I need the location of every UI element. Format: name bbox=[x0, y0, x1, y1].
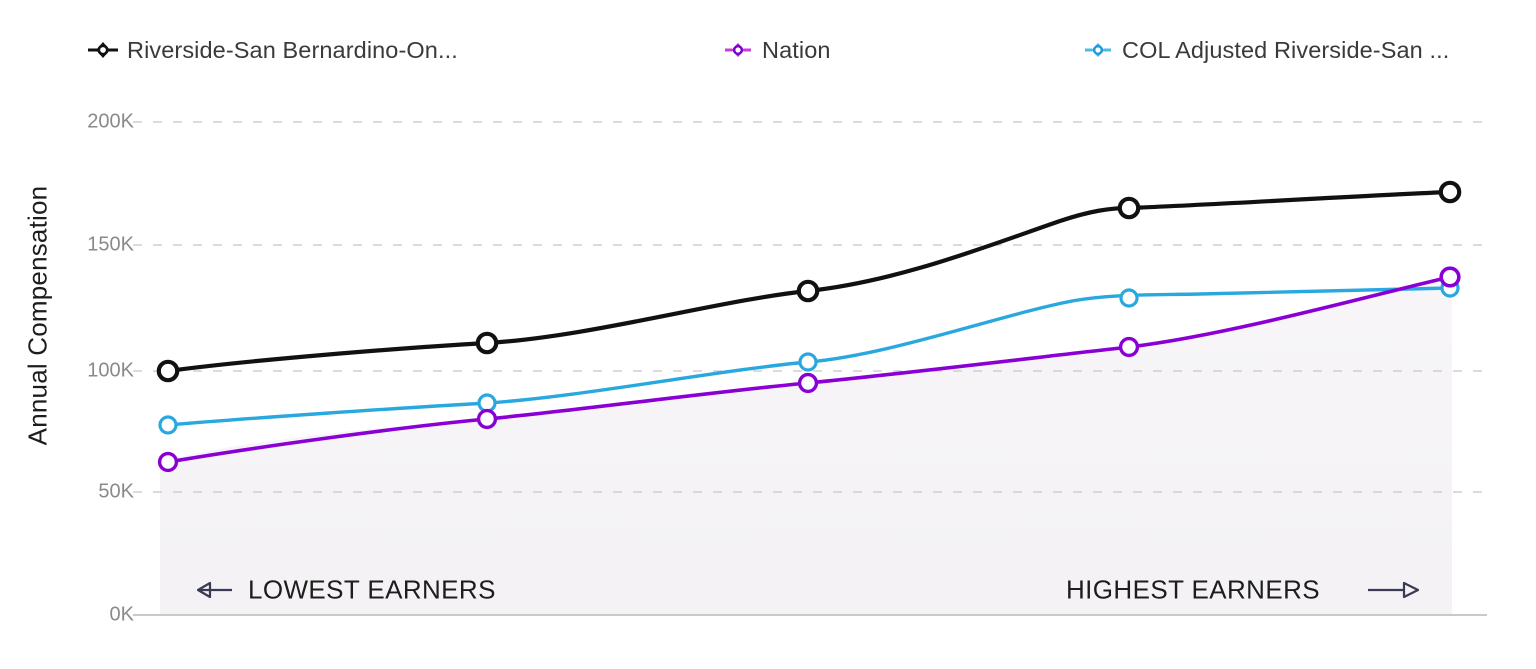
area-fill-band bbox=[160, 277, 1452, 615]
data-point-nation-4[interactable] bbox=[1118, 336, 1140, 358]
data-point-nation-3[interactable] bbox=[797, 372, 819, 394]
y-tick-50k: 50K bbox=[98, 480, 134, 503]
data-point-riverside-5[interactable] bbox=[1438, 180, 1462, 204]
data-point-col-adjusted-3[interactable] bbox=[798, 352, 818, 372]
y-tick-100k: 100K bbox=[87, 359, 134, 382]
legend-item-nation[interactable]: Nation bbox=[723, 26, 831, 74]
lowest-earners-label: LOWEST EARNERS bbox=[248, 574, 496, 605]
series-line-riverside bbox=[165, 189, 1453, 374]
legend-marker-col-adjusted-icon bbox=[1083, 39, 1113, 61]
legend-item-riverside[interactable]: Riverside-San Bernardino-On... bbox=[88, 26, 458, 74]
data-point-col-adjusted-4[interactable] bbox=[1119, 288, 1139, 308]
data-point-riverside-4[interactable] bbox=[1117, 196, 1141, 220]
legend-marker-nation-icon bbox=[723, 39, 753, 61]
legend-marker-riverside-icon bbox=[88, 39, 118, 61]
data-point-col-adjusted-2[interactable] bbox=[477, 393, 497, 413]
y-tick-150k: 150K bbox=[87, 233, 134, 256]
data-point-riverside-1[interactable] bbox=[156, 359, 180, 383]
series-line-col-adjusted bbox=[166, 286, 1452, 427]
data-point-col-adjusted-1[interactable] bbox=[158, 415, 178, 435]
legend-item-col-adjusted[interactable]: COL Adjusted Riverside-San ... bbox=[1083, 26, 1449, 74]
chart-legend: Riverside-San Bernardino-On... Nation CO… bbox=[0, 26, 1536, 74]
right-arrow-icon bbox=[1368, 581, 1420, 599]
data-point-riverside-2[interactable] bbox=[475, 331, 499, 355]
left-arrow-icon bbox=[196, 581, 232, 599]
y-tick-200k: 200K bbox=[87, 110, 134, 133]
data-point-nation-5[interactable] bbox=[1439, 266, 1461, 288]
data-point-riverside-3[interactable] bbox=[796, 279, 820, 303]
y-tick-0k: 0K bbox=[109, 603, 134, 626]
data-point-nation-1[interactable] bbox=[157, 451, 179, 473]
highest-earners-label: HIGHEST EARNERS bbox=[1066, 574, 1321, 605]
data-point-nation-2[interactable] bbox=[476, 408, 498, 430]
